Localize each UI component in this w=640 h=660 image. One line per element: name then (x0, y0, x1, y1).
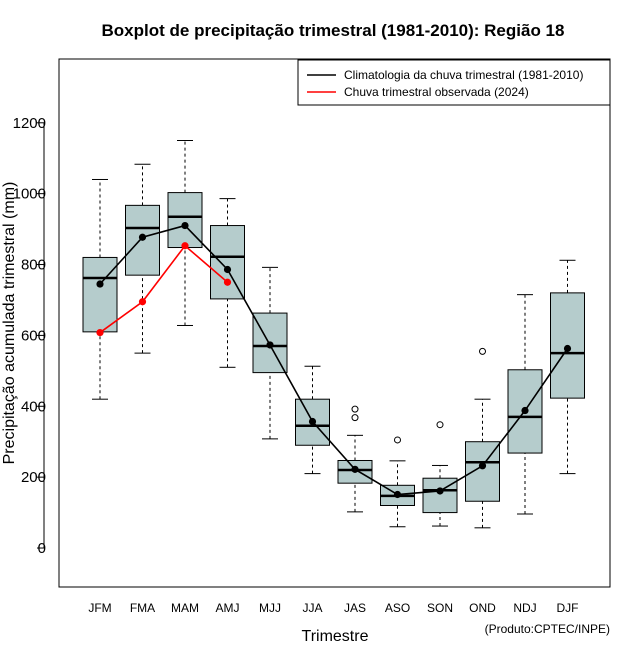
series-point-climatology (563, 344, 572, 353)
outlier-point (436, 421, 444, 429)
legend-label-climatology: Climatologia da chuva trimestral (1981-2… (344, 68, 583, 82)
series-point-observed (138, 298, 147, 306)
series-point-climatology (308, 417, 317, 426)
series-point-observed (181, 242, 189, 250)
y-tick-label: 400 (21, 398, 46, 415)
series-line-observed (99, 244, 229, 334)
legend: Climatologia da chuva trimestral (1981-2… (297, 59, 611, 106)
x-axis-label: Trimestre (302, 628, 369, 645)
box-amj (210, 198, 245, 368)
box-iqr (167, 192, 203, 249)
series-lines (96, 221, 572, 499)
x-tick-label: MAM (171, 601, 199, 615)
series-point-climatology (96, 280, 104, 288)
x-tick-label: JFM (88, 601, 111, 615)
box-ond (465, 347, 500, 529)
x-tick-label: AMJ (216, 601, 240, 615)
x-tick-label: DJF (557, 601, 579, 615)
x-tick-label: JJA (302, 601, 322, 615)
series-point-climatology (223, 265, 232, 274)
outlier-point (351, 414, 359, 422)
series-point-climatology (393, 490, 402, 499)
outlier-point (394, 436, 401, 444)
x-tick-label: SON (427, 601, 453, 615)
series-point-observed (96, 328, 104, 337)
x-axis: JFM FMA MAM AMJ MJJ JJA JAS ASO SON OND NDJ DJF (88, 601, 578, 615)
legend-label-observed: Chuva trimestral observada (2024) (344, 85, 529, 99)
y-tick-label: 0 (38, 540, 46, 557)
box-iqr (210, 225, 245, 300)
series-point-climatology (521, 406, 529, 415)
outlier-point (351, 405, 359, 413)
product-credit: (Produto:CPTEC/INPE) (485, 622, 610, 636)
legend-box (297, 59, 611, 106)
y-axis-label: Precipitação acumulada trimestral (mm) (1, 182, 18, 465)
series-point-climatology (351, 465, 359, 473)
y-tick-label: 200 (21, 469, 46, 486)
y-axis: 0 200 400 600 800 1000 1200 (13, 115, 46, 557)
y-tick-label: 800 (21, 257, 46, 274)
outlier-point (479, 347, 486, 355)
series-point-climatology (266, 341, 274, 349)
series-climatology (96, 221, 572, 499)
chart-title: Boxplot de precipitação trimestral (1981… (102, 21, 565, 40)
series-point-climatology (138, 233, 147, 241)
series-point-climatology (436, 487, 444, 495)
series-line-climatology (99, 224, 569, 496)
x-tick-label: OND (469, 601, 496, 615)
box-iqr (82, 256, 118, 333)
x-tick-label: ASO (385, 601, 410, 615)
y-tick-label: 1200 (13, 115, 46, 132)
series-observed (96, 242, 232, 337)
box-mam (167, 140, 203, 326)
y-tick-label: 600 (21, 327, 46, 344)
series-point-climatology (478, 462, 487, 470)
x-tick-label: MJJ (259, 601, 281, 615)
y-tick-label: 1000 (13, 186, 46, 203)
boxes-group (82, 140, 585, 529)
x-tick-label: NDJ (513, 601, 536, 615)
series-point-climatology (181, 221, 189, 230)
x-tick-label: JAS (344, 601, 366, 615)
plot-area (58, 58, 611, 588)
series-point-observed (223, 278, 232, 286)
x-tick-label: FMA (130, 601, 155, 615)
box-jfm (82, 178, 118, 400)
